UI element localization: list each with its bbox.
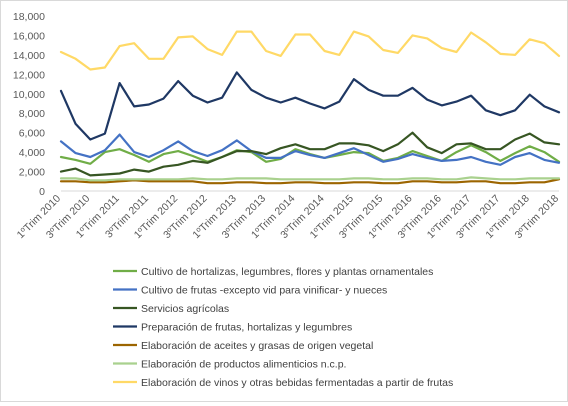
y-tick-label: 6,000 — [19, 128, 45, 140]
y-tick-label: 0 — [39, 186, 45, 198]
series-line-6 — [59, 176, 561, 182]
y-tick-label: 16,000 — [13, 30, 45, 42]
y-tick-label: 10,000 — [13, 89, 45, 101]
y-tick-label: 12,000 — [13, 69, 45, 81]
y-tick-label: 14,000 — [13, 50, 45, 62]
legend-label: Cultivo de frutas -excepto vid para vini… — [141, 285, 387, 297]
series-line-3 — [59, 131, 561, 177]
series-layer — [59, 30, 561, 185]
legend-label: Servicios agrícolas — [141, 303, 229, 315]
legend-label: Preparación de frutas, hortalizas y legu… — [141, 322, 352, 334]
legend-label: Elaboración de aceites y grasas de orige… — [141, 340, 373, 352]
y-tick-label: 4,000 — [19, 147, 45, 159]
legend: Cultivo de hortalizas, legumbres, flores… — [113, 266, 453, 389]
series-line-7 — [59, 30, 561, 71]
y-axis: 0 2,000 4,000 6,000 8,000 10,000 12,000 14,000 1… — [13, 11, 45, 198]
y-tick-label: 2,000 — [19, 167, 45, 179]
series-line-5 — [59, 178, 561, 185]
legend-label: Elaboración de vinos y otras bebidas fer… — [141, 377, 453, 389]
series-line-2 — [59, 133, 561, 166]
y-tick-label: 18,000 — [13, 11, 45, 23]
legend-label: Cultivo de hortalizas, legumbres, flores… — [141, 266, 433, 278]
legend-label: Elaboración de productos alimenticios n.… — [141, 359, 346, 371]
y-tick-label: 8,000 — [19, 108, 45, 120]
series-line-4 — [59, 71, 561, 141]
